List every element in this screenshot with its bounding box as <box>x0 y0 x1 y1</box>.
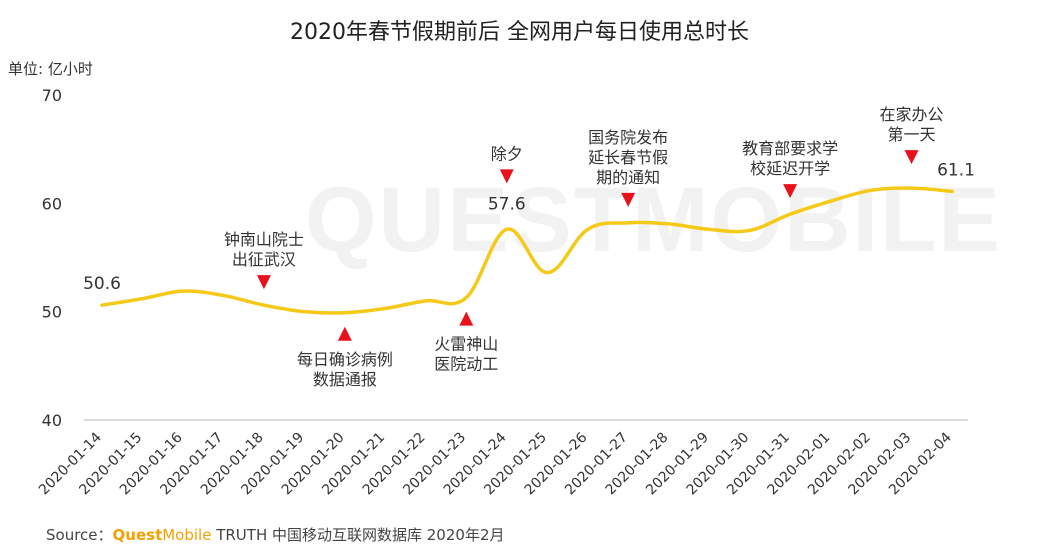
watermark: QUESTMOBILE <box>305 169 1002 271</box>
data-point <box>869 188 873 192</box>
event-annotation-text: 教育部要求学 <box>742 139 838 158</box>
data-point <box>181 289 185 293</box>
data-label: 61.1 <box>937 160 975 180</box>
data-point <box>950 189 954 193</box>
series-line <box>100 186 954 315</box>
event-marker-triangle <box>783 184 798 199</box>
event-annotation-text: 在家办公 <box>880 105 944 124</box>
event-annotation-text: 医院动工 <box>434 355 498 374</box>
data-point <box>788 212 792 216</box>
y-tick-label: 70 <box>42 86 62 105</box>
event-annotation-text: 国务院发布 <box>588 128 668 147</box>
y-tick-label: 60 <box>42 194 62 213</box>
source-note: Source：QuestMobile TRUTH 中国移动互联网数据库 2020… <box>46 524 504 545</box>
event-annotation-text: 火雷神山 <box>434 335 498 354</box>
data-point <box>586 227 590 231</box>
data-point <box>221 293 225 297</box>
data-point <box>829 199 833 203</box>
data-point <box>910 186 914 190</box>
event-annotation-text: 钟南山院士 <box>224 230 304 249</box>
y-tick-label: 40 <box>42 411 62 430</box>
data-point <box>748 228 752 232</box>
event-annotation-text: 期的通知 <box>596 168 660 187</box>
data-point <box>626 221 630 225</box>
data-point <box>424 299 428 303</box>
data-point <box>383 306 387 310</box>
source-suffix: TRUTH 中国移动互联网数据库 2020年2月 <box>211 526 505 544</box>
source-prefix: Source： <box>46 526 113 544</box>
event-annotation-text: 校延迟开学 <box>750 159 830 178</box>
data-point <box>343 311 347 315</box>
event-annotation-text: 出征武汉 <box>232 250 296 269</box>
data-point <box>140 297 144 301</box>
data-label: 50.6 <box>83 274 121 294</box>
event-marker-triangle <box>256 275 271 290</box>
data-point <box>707 227 711 231</box>
data-point <box>505 227 509 231</box>
event-marker-triangle <box>499 169 514 184</box>
event-annotation-text: 数据通报 <box>313 370 377 389</box>
data-point <box>667 222 671 226</box>
data-point <box>545 271 549 275</box>
data-label: 57.6 <box>488 194 526 214</box>
y-tick-label: 50 <box>42 303 62 322</box>
data-point <box>464 296 468 300</box>
event-annotation-text: 延长春节假 <box>588 148 668 167</box>
event-marker-triangle <box>459 311 474 326</box>
data-point <box>302 310 306 314</box>
data-point <box>100 303 104 307</box>
data-point <box>262 303 266 307</box>
event-marker-triangle <box>337 326 352 341</box>
y-axis-unit-label: 单位: 亿小时 <box>8 60 93 78</box>
event-marker-triangle <box>904 150 919 165</box>
chart-title: 2020年春节假期前后 全网用户每日使用总时长 <box>290 20 749 45</box>
source-brand-quest: Quest <box>112 526 163 544</box>
event-annotation-text: 除夕 <box>491 144 523 163</box>
event-annotation-text: 第一天 <box>888 125 936 144</box>
source-brand-mobile: Mobile <box>162 526 212 544</box>
event-marker-triangle <box>621 192 636 207</box>
event-annotation-text: 每日确诊病例 <box>297 350 393 369</box>
